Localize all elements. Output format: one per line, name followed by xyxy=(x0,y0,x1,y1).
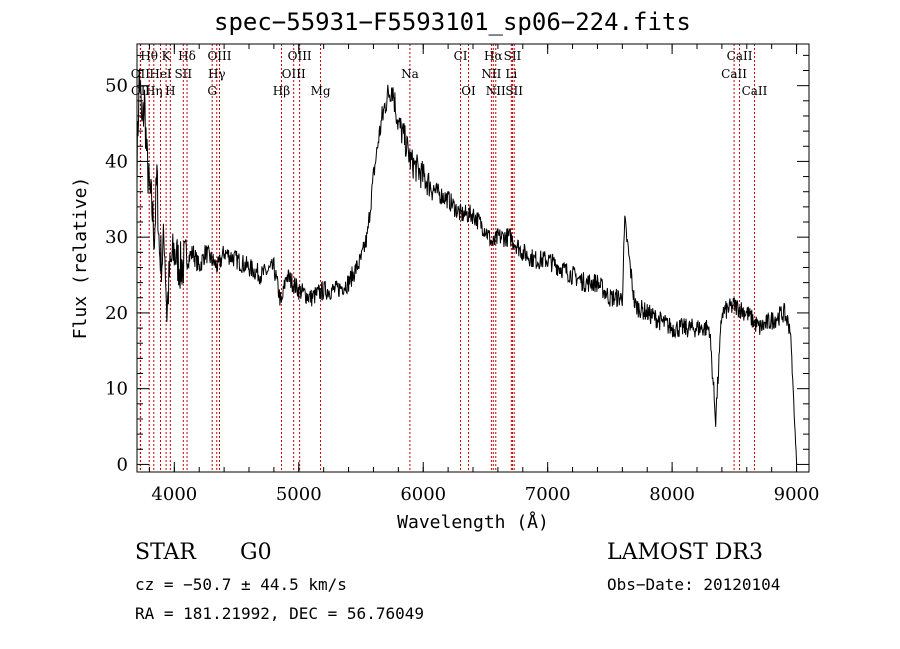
y-tick-label: 20 xyxy=(105,303,128,324)
x-tick-label: 7000 xyxy=(525,484,571,505)
object-class: STAR xyxy=(135,540,196,565)
x-tick-label: 4000 xyxy=(151,484,197,505)
y-tick-label: 0 xyxy=(117,454,128,475)
survey-name: LAMOST DR3 xyxy=(607,540,763,565)
spectral-line-label: G xyxy=(207,84,217,98)
spectral-line-label: Hη xyxy=(145,84,163,98)
spectral-line-label: Hθ xyxy=(140,49,158,63)
spectral-line-label: CaII xyxy=(721,67,747,81)
spectral-line-label: OIII xyxy=(207,49,231,63)
object-subclass: G0 xyxy=(240,540,272,565)
spectral-line-label: Hβ xyxy=(273,84,290,98)
spectral-line-label: SII xyxy=(174,67,192,81)
x-ticks: 4000 5000 6000 7000 8000 9000 xyxy=(148,44,820,505)
spectral-line-label: OIII xyxy=(282,67,306,81)
redshift-velocity: cz = −50.7 ± 44.5 km/s xyxy=(135,575,347,594)
spectral-line-label: OII xyxy=(131,67,151,81)
ra-dec-coordinates: RA = 181.21992, DEC = 56.76049 xyxy=(135,604,424,623)
chart-title: spec−55931−F5593101_sp06−224.fits xyxy=(214,8,691,36)
y-tick-label: 50 xyxy=(105,76,128,97)
spectral-line-label: SII xyxy=(504,49,522,63)
spectral-line-label: Li xyxy=(505,67,517,81)
spectral-line-label: Hα xyxy=(484,49,503,63)
y-axis-label: Flux (relative) xyxy=(70,177,91,340)
spectral-line-label: NII xyxy=(486,84,506,98)
y-tick-label: 10 xyxy=(105,379,128,400)
x-tick-label: 9000 xyxy=(774,484,820,505)
spectral-line-label: CI xyxy=(454,49,468,63)
observation-date: Obs−Date: 20120104 xyxy=(607,575,781,594)
spectral-line-label: SII xyxy=(505,84,523,98)
spectrum-series-line xyxy=(136,68,798,465)
x-tick-label: 8000 xyxy=(649,484,695,505)
spectral-line-label: Hγ xyxy=(208,67,226,81)
spectral-line-label: NII xyxy=(481,67,501,81)
spectral-line-label: H xyxy=(165,84,175,98)
spectral-line-label: OI xyxy=(461,84,476,98)
spectral-line-label: HeI xyxy=(149,67,172,81)
y-tick-label: 40 xyxy=(105,151,128,172)
spectral-line-label: OIII xyxy=(288,49,312,63)
y-tick-label: 30 xyxy=(105,227,128,248)
y-ticks: 0 10 20 30 40 50 xyxy=(105,54,809,475)
spectral-line-label: Hδ xyxy=(178,49,196,63)
spectral-line-label: Mg xyxy=(311,84,331,98)
x-tick-label: 6000 xyxy=(400,484,446,505)
x-tick-label: 5000 xyxy=(276,484,322,505)
spectral-line-label: K xyxy=(162,49,172,63)
spectral-line-label: CaII xyxy=(742,84,768,98)
spectral-line-label: CaII xyxy=(727,49,753,63)
x-axis-label: Wavelength (Å) xyxy=(397,511,549,533)
spectral-line-label: Na xyxy=(401,67,419,81)
